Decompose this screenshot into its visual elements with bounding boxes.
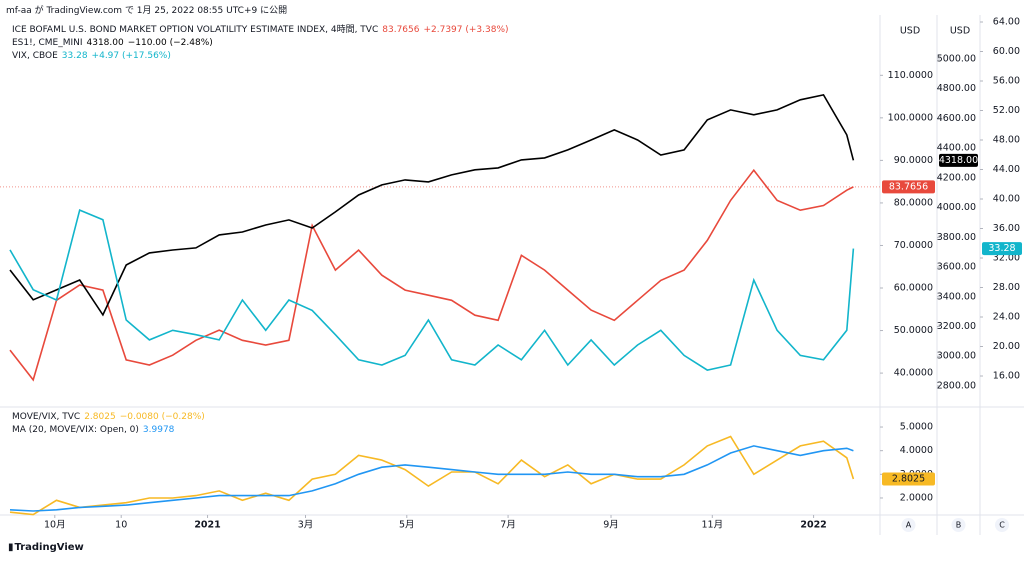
footer-logo: ▮ TradingView [8, 542, 84, 553]
y-tick-label: 5.0000 [900, 422, 933, 433]
footer-text: TradingView [14, 542, 84, 553]
legend-name: MA (20, MOVE/VIX: Open, 0) [12, 425, 139, 435]
y-tick-label: 36.00 [993, 223, 1020, 234]
y-tick-label: 3800.00 [937, 232, 976, 243]
x-tick-label: 3月 [298, 520, 314, 531]
y-tick-label: 32.00 [993, 253, 1020, 264]
y-tick-label: 4000.00 [937, 202, 976, 213]
x-tick-label: 7月 [500, 520, 516, 531]
y-tick-label: 4.0000 [900, 445, 933, 456]
y-tick-label: 56.00 [993, 75, 1020, 86]
price-tag-label: 4318.00 [939, 155, 978, 166]
y-tick-label: 4200.00 [937, 172, 976, 183]
y-tick-label: 50.0000 [894, 325, 933, 336]
y-tick-label: 110.0000 [888, 70, 933, 81]
price-tag [982, 242, 1022, 256]
y-tick-label: 2.0000 [900, 492, 933, 503]
y-tick-label: 28.00 [993, 282, 1020, 293]
y-tick-label: 4600.00 [937, 113, 976, 124]
unit-label: USD [900, 26, 920, 37]
axis-letter-bg [901, 518, 916, 532]
legend-name: MOVE/VIX, TVC [12, 412, 81, 422]
x-tick-label: 10月 [44, 520, 66, 531]
price-tag-label: 2.8025 [892, 473, 925, 484]
legend-row: VIX, CBOE 33.28 +4.97 (+17.56%) [12, 50, 513, 63]
legend-lower: MOVE/VIX, TVC 2.8025 −0.0080 (−0.28%) MA (2… [12, 411, 209, 437]
y-tick-label: 64.00 [993, 16, 1020, 27]
x-tick-label: 5月 [399, 520, 415, 531]
legend-change: +4.97 (+17.56%) [91, 51, 171, 61]
y-tick-label: 100.0000 [888, 112, 933, 123]
publish-header: mf-aa が TradingView.com で 1月 25, 2022 08… [6, 6, 288, 16]
legend-row: ICE BOFAML U.S. BOND MARKET OPTION VOLAT… [12, 24, 513, 37]
y-tick-label: 3400.00 [937, 291, 976, 302]
y-tick-label: 90.0000 [894, 155, 933, 166]
x-tick-label: 9月 [603, 520, 619, 531]
legend-name: ES1!, CME_MINI [12, 38, 83, 48]
y-tick-label: 3600.00 [937, 262, 976, 273]
legend-name: VIX, CBOE [12, 51, 58, 61]
y-tick-label: 80.0000 [894, 197, 933, 208]
y-tick-label: 2800.00 [937, 380, 976, 391]
x-tick-label: 10 [115, 520, 127, 531]
y-tick-label: 3000.00 [937, 351, 976, 362]
x-tick-label: 2021 [194, 520, 220, 531]
y-tick-label: 52.00 [993, 105, 1020, 116]
y-tick-label: 48.00 [993, 134, 1020, 145]
price-tag [939, 153, 978, 167]
y-tick-label: 24.00 [993, 312, 1020, 323]
x-tick-label: 2022 [800, 520, 826, 531]
series-line [9, 209, 855, 371]
y-tick-label: 20.00 [993, 341, 1020, 352]
legend-change: +2.7397 (+3.38%) [423, 25, 509, 35]
axis-letter-bg [951, 518, 966, 532]
legend-row: ES1!, CME_MINI 4318.00 −110.00 (−2.48%) [12, 37, 513, 50]
price-tag [882, 180, 935, 194]
legend-value: 4318.00 [86, 38, 124, 48]
series-line [9, 168, 854, 382]
legend-row: MOVE/VIX, TVC 2.8025 −0.0080 (−0.28%) [12, 411, 209, 424]
y-tick-label: 16.00 [993, 371, 1020, 382]
price-tag [882, 472, 935, 486]
y-tick-label: 44.00 [993, 164, 1020, 175]
legend-change: −0.0080 (−0.28%) [119, 412, 205, 422]
y-tick-label: 60.00 [993, 46, 1020, 57]
price-tag-label: 83.7656 [889, 181, 928, 192]
unit-label: USD [950, 26, 970, 37]
series-line [9, 445, 854, 512]
axis-letter: C [999, 521, 1005, 530]
series-line [9, 93, 855, 317]
legend-change: −110.00 (−2.48%) [127, 38, 213, 48]
price-tag-label: 33.28 [988, 243, 1015, 254]
legend-name: ICE BOFAML U.S. BOND MARKET OPTION VOLAT… [12, 25, 379, 35]
series-line [9, 435, 855, 516]
axis-letter-bg [995, 518, 1009, 532]
y-tick-label: 40.00 [993, 194, 1020, 205]
y-tick-label: 60.0000 [894, 283, 933, 294]
legend-value: 2.8025 [84, 412, 116, 422]
legend-main: ICE BOFAML U.S. BOND MARKET OPTION VOLAT… [12, 24, 513, 63]
y-tick-label: 70.0000 [894, 240, 933, 251]
legend-value: 33.28 [61, 51, 88, 61]
legend-value: 3.9978 [142, 425, 175, 435]
legend-row: MA (20, MOVE/VIX: Open, 0) 3.9978 [12, 424, 209, 437]
y-tick-label: 5000.00 [937, 53, 976, 64]
y-tick-label: 4400.00 [937, 143, 976, 154]
axis-letter: A [906, 521, 912, 530]
axis-letter: B [956, 521, 962, 530]
y-tick-label: 40.0000 [894, 368, 933, 379]
y-tick-label: 3200.00 [937, 321, 976, 332]
y-tick-label: 4800.00 [937, 83, 976, 94]
legend-value: 83.7656 [382, 25, 420, 35]
x-tick-label: 11月 [702, 520, 724, 531]
